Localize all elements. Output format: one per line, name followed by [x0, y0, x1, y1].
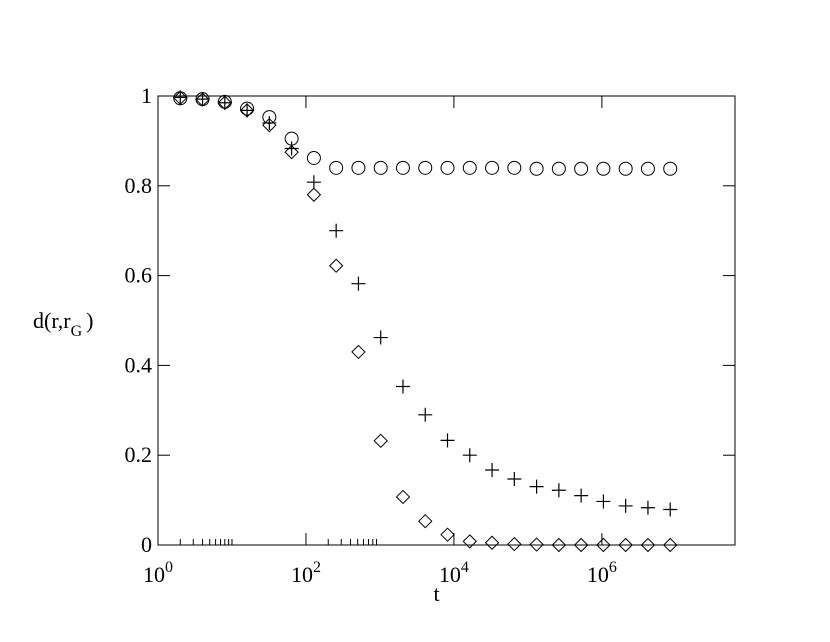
plus-marker — [618, 498, 633, 513]
circle-marker — [418, 160, 433, 175]
plus-marker — [329, 223, 344, 238]
circle-marker — [618, 161, 633, 176]
plus-marker — [418, 407, 433, 422]
diamond-marker — [529, 537, 544, 552]
diamond-marker — [573, 537, 589, 553]
circle-marker — [373, 160, 388, 175]
circle-marker — [574, 161, 589, 176]
circle-marker — [640, 161, 655, 176]
plus-marker — [240, 103, 255, 118]
circle-marker — [351, 160, 366, 175]
diamond-marker — [418, 513, 433, 529]
circle-marker — [663, 161, 678, 176]
diamond-marker — [195, 92, 210, 107]
plus-marker — [640, 500, 655, 515]
circle-marker — [306, 150, 321, 165]
y-tick-label: 0.6 — [125, 263, 153, 288]
diamond-marker — [551, 537, 567, 553]
y-tick-label: 0.2 — [125, 442, 153, 467]
plot-frame — [157, 95, 736, 546]
circle-marker — [440, 160, 455, 175]
diamond-marker — [663, 537, 678, 553]
plus-marker — [596, 494, 611, 509]
diamond-marker — [484, 535, 500, 550]
y-tick-label: 0 — [141, 532, 152, 557]
x-axis-label: t — [433, 581, 439, 606]
plus-marker — [529, 479, 544, 494]
plus-marker — [462, 448, 477, 463]
plus-marker — [440, 433, 455, 448]
plus-marker — [395, 379, 410, 394]
y-tick-label: 1 — [141, 83, 152, 108]
plus-marker — [217, 95, 232, 110]
plus-marker — [373, 330, 388, 345]
x-tick-label: 106 — [587, 559, 617, 587]
diamond-marker — [217, 95, 233, 110]
diamond-marker — [640, 537, 656, 553]
y-tick-label: 0.4 — [125, 352, 153, 377]
circle-marker — [462, 160, 477, 175]
diamond-marker — [351, 344, 366, 360]
circle-marker — [329, 160, 344, 175]
diamond-marker — [373, 433, 388, 449]
plus-marker — [507, 471, 522, 486]
circle-marker — [551, 161, 566, 176]
y-axis-label: d(r,rG) — [33, 308, 94, 340]
y-tick-label: 0.8 — [125, 173, 153, 198]
diamond-marker — [596, 537, 611, 553]
circle-marker — [596, 161, 611, 176]
diamond-marker — [507, 536, 522, 552]
circle-marker — [485, 160, 500, 175]
circle-marker — [395, 160, 410, 175]
diamond-marker — [395, 489, 411, 505]
diamond-marker — [462, 534, 477, 549]
diamond-marker — [239, 103, 255, 118]
diamond-marker — [328, 258, 344, 273]
plus-marker — [306, 175, 321, 190]
plus-marker — [663, 502, 678, 517]
plus-marker — [574, 488, 589, 503]
plus-marker — [351, 276, 366, 291]
diamond-marker — [173, 90, 188, 106]
plus-marker — [485, 463, 500, 478]
circle-marker — [529, 161, 544, 176]
x-tick-label: 100 — [143, 559, 173, 587]
x-tick-label: 102 — [291, 559, 321, 587]
diamond-marker — [262, 117, 277, 133]
diamond-marker — [284, 144, 299, 160]
diamond-marker — [440, 527, 455, 542]
plus-marker — [173, 90, 188, 105]
plus-marker — [551, 483, 566, 498]
diamond-marker — [306, 187, 322, 202]
plus-marker — [195, 92, 210, 107]
plus-marker — [284, 141, 299, 156]
x-tick-label: 104 — [439, 559, 469, 587]
circle-marker — [507, 160, 522, 175]
diamond-marker — [618, 537, 633, 553]
